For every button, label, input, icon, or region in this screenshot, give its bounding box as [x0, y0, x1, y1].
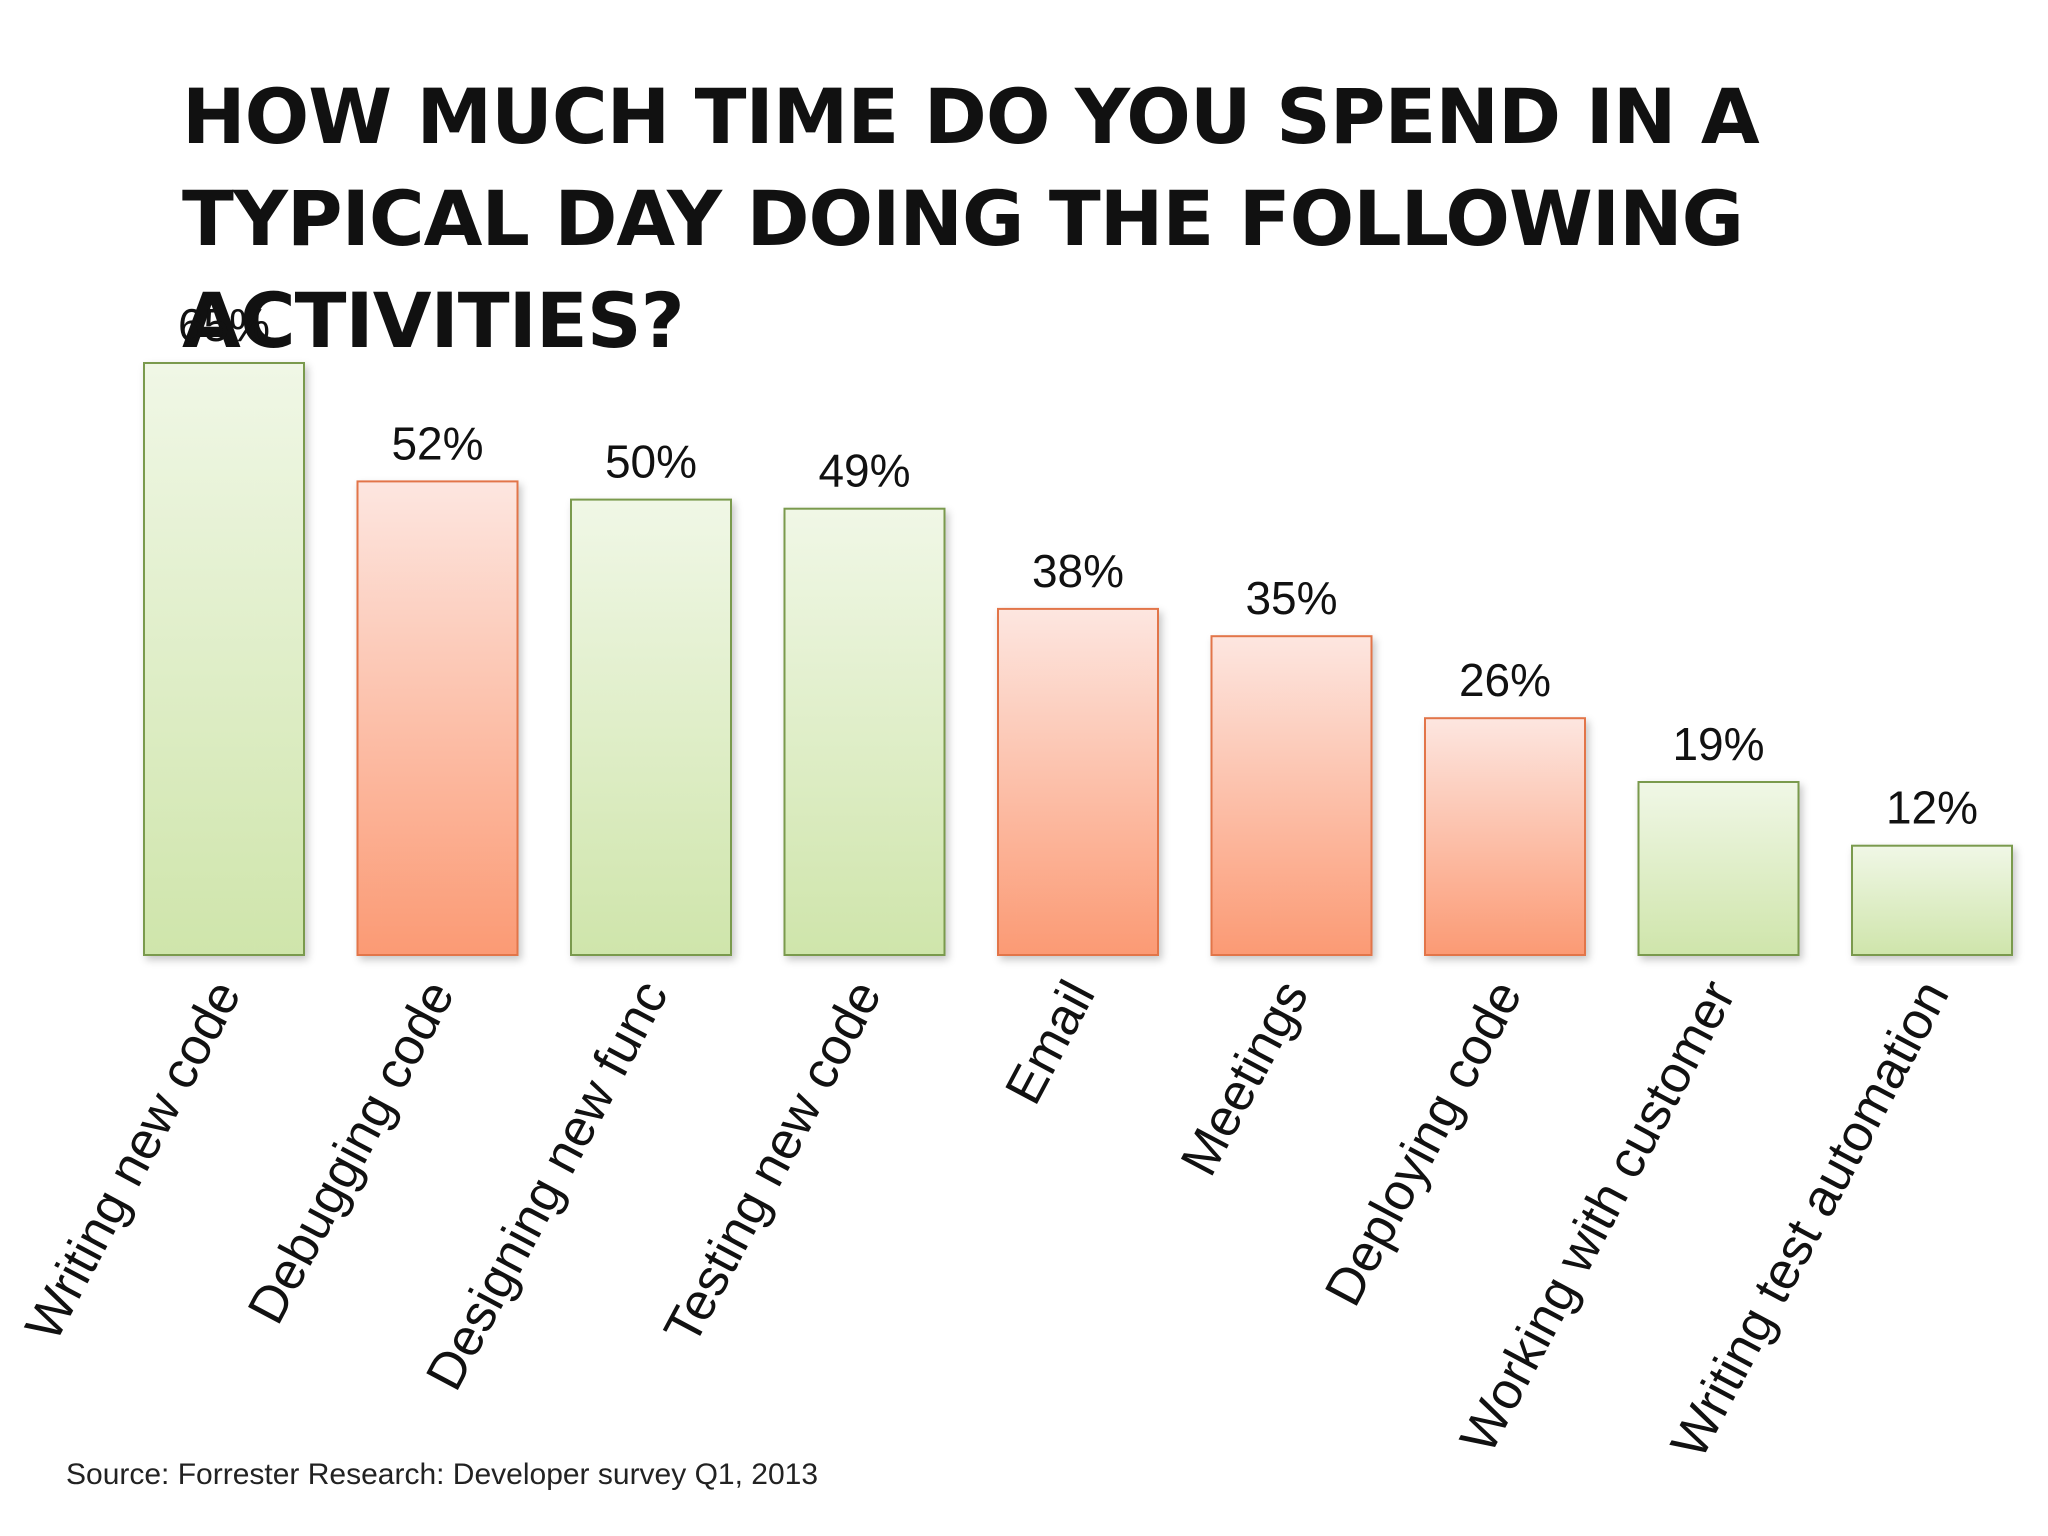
bars-group: [143, 362, 2013, 957]
value-label-writing-test-automation: 12%: [1886, 782, 1978, 834]
bar-writing-new-code: [143, 362, 305, 956]
value-label-writing-new-code: 65%: [178, 299, 270, 351]
chart-title: HOW MUCH TIME DO YOU SPEND IN A TYPICAL …: [182, 72, 1760, 365]
bar-testing-new-code: [783, 507, 946, 956]
value-label-working-with-customer: 19%: [1672, 718, 1764, 770]
category-label-deploying-code: Deploying code: [1314, 971, 1534, 1315]
bar-working-with-customer: [1637, 781, 1800, 956]
category-label-meetings: Meetings: [1170, 971, 1320, 1185]
category-label-email: Email: [994, 971, 1106, 1113]
category-label-writing-new-code: Writing new code: [15, 971, 253, 1350]
source-note: Source: Forrester Research: Developer su…: [66, 1458, 819, 1491]
value-label-debugging-code: 52%: [391, 417, 483, 469]
bar-writing-test-automation: [1851, 844, 2013, 957]
value-labels-group: 65% 52% 50% 49% 38% 35% 26% 19% 12%: [178, 299, 1978, 834]
value-label-designing-new-func: 50%: [605, 436, 697, 488]
value-label-email: 38%: [1032, 545, 1124, 597]
bar-meetings: [1210, 635, 1373, 956]
bar-deploying-code: [1424, 717, 1586, 957]
category-label-testing-new-code: Testing new code: [653, 971, 893, 1353]
value-label-deploying-code: 26%: [1459, 654, 1551, 706]
category-label-designing-new-func: Designing new func: [415, 971, 679, 1399]
value-label-testing-new-code: 49%: [818, 445, 910, 497]
bar-designing-new-func: [570, 498, 732, 956]
value-label-meetings: 35%: [1245, 572, 1337, 624]
bar-email: [997, 607, 1159, 957]
bar-debugging-code: [356, 480, 519, 956]
category-label-debugging-code: Debugging code: [237, 971, 466, 1333]
